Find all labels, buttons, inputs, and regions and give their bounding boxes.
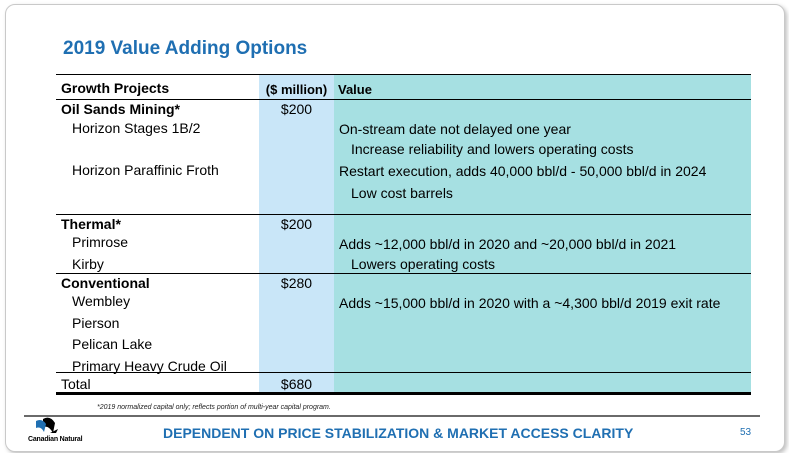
company-logo: Canadian Natural — [28, 415, 98, 445]
logo-mark-icon — [36, 417, 58, 433]
value-column-background — [334, 74, 751, 392]
item-wembley: Wembley — [72, 293, 131, 309]
total-label: Total — [61, 376, 91, 392]
section-rule-2 — [56, 273, 751, 274]
footer-divider — [24, 415, 760, 417]
footer-message: DEPENDENT ON PRICE STABILIZATION & MARKE… — [163, 425, 634, 441]
item-primrose: Primrose — [72, 234, 129, 250]
item-horizon-stages: Horizon Stages 1B/2 — [72, 120, 201, 136]
value-oil-sands-1: On-stream date not delayed one year — [339, 121, 571, 137]
header-million: ($ million) — [265, 82, 328, 97]
item-pierson: Pierson — [72, 315, 120, 331]
value-oil-sands-4: Low cost barrels — [351, 185, 453, 201]
header-rule — [56, 99, 751, 100]
page-title: 2019 Value Adding Options — [63, 38, 308, 59]
slide: 2019 Value Adding Options Growth Project… — [5, 4, 785, 452]
section-conventional: Conventional — [61, 275, 150, 291]
header-value: Value — [338, 82, 372, 97]
amount-oil-sands: $200 — [280, 101, 313, 117]
value-oil-sands-3: Restart execution, adds 40,000 bbl/d - 5… — [339, 163, 707, 179]
amount-thermal: $200 — [280, 216, 313, 232]
page-number: 53 — [740, 427, 752, 438]
item-pelican-lake: Pelican Lake — [72, 336, 153, 352]
item-primary-heavy-crude-oil: Primary Heavy Crude Oil — [72, 358, 227, 374]
value-thermal-2: Lowers operating costs — [351, 256, 495, 272]
million-column-background — [259, 74, 334, 392]
item-kirby: Kirby — [72, 256, 104, 272]
footnote: *2019 normalized capital only; reflects … — [97, 404, 331, 411]
value-oil-sands-2: Increase reliability and lowers operatin… — [351, 141, 634, 157]
header-growth-projects: Growth Projects — [61, 80, 170, 96]
value-conventional-1: Adds ~15,000 bbl/d in 2020 with a ~4,300… — [339, 295, 721, 311]
section-rule-1 — [56, 214, 751, 215]
amount-conventional: $280 — [280, 275, 313, 291]
projects-table: Growth Projects ($ million) Value Oil Sa… — [56, 74, 761, 395]
section-rule-3 — [56, 372, 751, 373]
table-bottom-rule — [56, 392, 751, 395]
table-top-rule — [56, 74, 751, 75]
item-horizon-paraffinic-froth: Horizon Paraffinic Froth — [72, 162, 219, 178]
section-thermal: Thermal* — [61, 216, 121, 232]
value-thermal-1: Adds ~12,000 bbl/d in 2020 and ~20,000 b… — [339, 236, 677, 252]
section-oil-sands-mining: Oil Sands Mining* — [61, 101, 181, 117]
total-amount: $680 — [280, 376, 313, 392]
logo-text: Canadian Natural — [28, 436, 83, 443]
